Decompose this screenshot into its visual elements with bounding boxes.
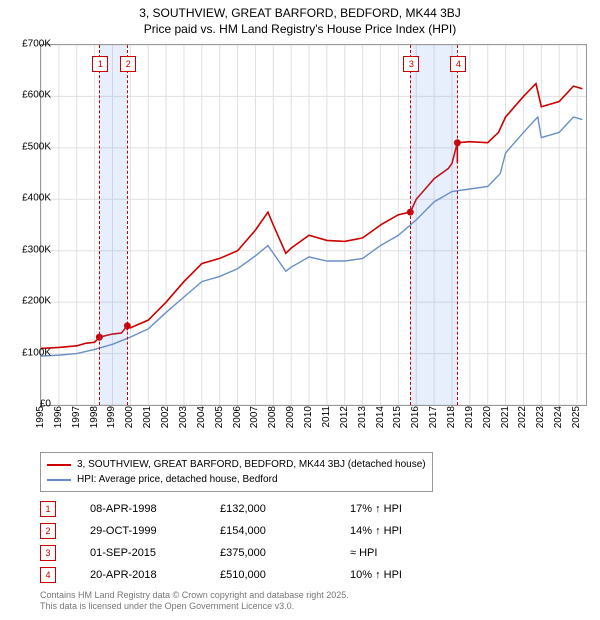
- x-tick-label: 2025: [571, 406, 582, 428]
- x-tick-label: 2009: [285, 406, 296, 428]
- shade-band: [99, 45, 127, 405]
- sale-vline: [457, 45, 458, 405]
- row-date: 20-APR-2018: [90, 569, 220, 581]
- row-price: £375,000: [220, 547, 350, 559]
- x-tick-label: 2003: [178, 406, 189, 428]
- x-tick-label: 1999: [106, 406, 117, 428]
- table-row: 1 08-APR-1998 £132,000 17% ↑ HPI: [40, 498, 570, 520]
- sale-vline: [410, 45, 411, 405]
- row-date: 29-OCT-1999: [90, 525, 220, 537]
- row-marker-2: 2: [40, 523, 56, 539]
- row-diff: 14% ↑ HPI: [350, 525, 480, 537]
- legend-item-property: 3, SOUTHVIEW, GREAT BARFORD, BEDFORD, MK…: [47, 457, 426, 472]
- y-tick-label: £200K: [22, 296, 51, 307]
- title-subtitle: Price paid vs. HM Land Registry's House …: [0, 22, 600, 38]
- legend-label-blue: HPI: Average price, detached house, Bedf…: [77, 472, 278, 487]
- y-tick-label: £300K: [22, 244, 51, 255]
- table-row: 2 29-OCT-1999 £154,000 14% ↑ HPI: [40, 520, 570, 542]
- row-date: 08-APR-1998: [90, 503, 220, 515]
- plot-area: 12 3 4: [40, 44, 587, 406]
- x-tick-label: 2015: [392, 406, 403, 428]
- chart-container: 3, SOUTHVIEW, GREAT BARFORD, BEDFORD, MK…: [0, 0, 600, 620]
- sale-vline: [99, 45, 100, 405]
- x-tick-label: 1995: [35, 406, 46, 428]
- x-tick-label: 2020: [482, 406, 493, 428]
- x-tick-label: 2010: [303, 406, 314, 428]
- x-tick-label: 2019: [464, 406, 475, 428]
- y-tick-label: £400K: [22, 193, 51, 204]
- legend-item-hpi: HPI: Average price, detached house, Bedf…: [47, 472, 426, 487]
- y-tick-label: £600K: [22, 90, 51, 101]
- sale-marker-4: 4: [450, 56, 466, 72]
- sales-table: 1 08-APR-1998 £132,000 17% ↑ HPI 2 29-OC…: [40, 498, 570, 586]
- x-tick-label: 2007: [249, 406, 260, 428]
- footer-line2: This data is licensed under the Open Gov…: [40, 601, 349, 612]
- row-price: £154,000: [220, 525, 350, 537]
- x-tick-label: 1997: [71, 406, 82, 428]
- shade-band: [410, 45, 457, 405]
- row-diff: ≈ HPI: [350, 547, 480, 559]
- row-diff: 10% ↑ HPI: [350, 569, 480, 581]
- footer-line1: Contains HM Land Registry data © Crown c…: [40, 590, 349, 601]
- y-tick-label: £700K: [22, 39, 51, 50]
- table-row: 3 01-SEP-2015 £375,000 ≈ HPI: [40, 542, 570, 564]
- x-tick-label: 2006: [232, 406, 243, 428]
- legend-swatch-blue: [47, 479, 71, 481]
- x-tick-label: 2016: [410, 406, 421, 428]
- x-tick-label: 2023: [535, 406, 546, 428]
- x-tick-label: 2024: [553, 406, 564, 428]
- x-tick-label: 2002: [160, 406, 171, 428]
- x-tick-label: 2008: [267, 406, 278, 428]
- row-price: £510,000: [220, 569, 350, 581]
- x-tick-label: 2000: [124, 406, 135, 428]
- x-tick-label: 2012: [339, 406, 350, 428]
- sale-vline: [127, 45, 128, 405]
- row-diff: 17% ↑ HPI: [350, 503, 480, 515]
- row-date: 01-SEP-2015: [90, 547, 220, 559]
- x-tick-label: 2001: [142, 406, 153, 428]
- x-tick-label: 2005: [214, 406, 225, 428]
- row-marker-3: 3: [40, 545, 56, 561]
- y-tick-label: £100K: [22, 347, 51, 358]
- legend-swatch-red: [47, 464, 71, 466]
- x-tick-label: 1996: [53, 406, 64, 428]
- x-tick-label: 2017: [428, 406, 439, 428]
- attribution: Contains HM Land Registry data © Crown c…: [40, 590, 349, 613]
- x-tick-label: 2011: [321, 406, 332, 428]
- x-tick-label: 2014: [375, 406, 386, 428]
- x-tick-label: 2021: [500, 406, 511, 428]
- x-tick-label: 2018: [446, 406, 457, 428]
- sale-marker-1: 1: [92, 56, 108, 72]
- row-price: £132,000: [220, 503, 350, 515]
- legend-label-red: 3, SOUTHVIEW, GREAT BARFORD, BEDFORD, MK…: [77, 457, 426, 472]
- x-tick-label: 2013: [357, 406, 368, 428]
- x-tick-label: 2022: [517, 406, 528, 428]
- title-address: 3, SOUTHVIEW, GREAT BARFORD, BEDFORD, MK…: [0, 6, 600, 22]
- row-marker-1: 1: [40, 501, 56, 517]
- legend: 3, SOUTHVIEW, GREAT BARFORD, BEDFORD, MK…: [40, 452, 433, 492]
- y-tick-label: £500K: [22, 141, 51, 152]
- row-marker-4: 4: [40, 567, 56, 583]
- sale-marker-2: 2: [120, 56, 136, 72]
- x-tick-label: 2004: [196, 406, 207, 428]
- table-row: 4 20-APR-2018 £510,000 10% ↑ HPI: [40, 564, 570, 586]
- x-tick-label: 1998: [89, 406, 100, 428]
- chart-title: 3, SOUTHVIEW, GREAT BARFORD, BEDFORD, MK…: [0, 0, 600, 37]
- sale-marker-3: 3: [403, 56, 419, 72]
